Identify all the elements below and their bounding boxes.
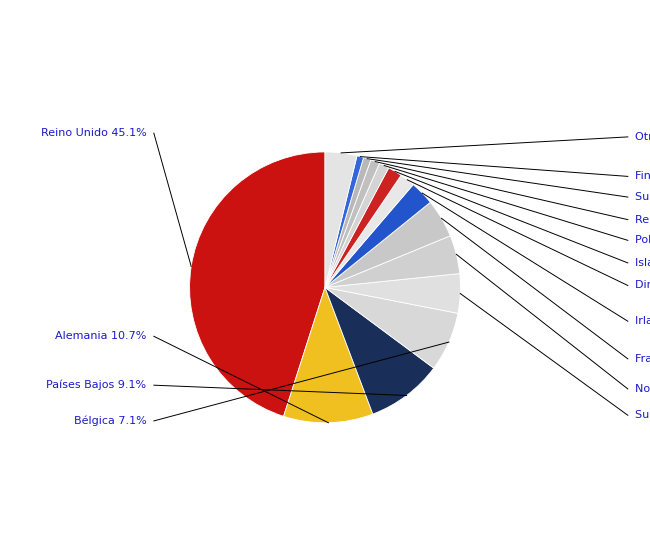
Text: Francia 4.6%: Francia 4.6% [635,354,650,364]
Wedge shape [325,160,380,287]
Text: Alemania 10.7%: Alemania 10.7% [55,331,146,342]
Wedge shape [190,152,325,416]
Text: República Checa 1.1%: República Checa 1.1% [635,214,650,225]
Wedge shape [325,185,430,287]
Wedge shape [325,287,434,414]
Text: Suecia 4.7%: Suecia 4.7% [635,410,650,420]
Text: Países Bajos 9.1%: Países Bajos 9.1% [46,380,146,390]
Wedge shape [325,273,460,314]
Text: Dinamarca 1.8%: Dinamarca 1.8% [635,280,650,290]
Text: Bélgica 7.1%: Bélgica 7.1% [73,416,146,426]
Wedge shape [325,168,401,287]
Wedge shape [325,236,460,287]
Wedge shape [283,287,373,423]
Text: Reino Unido 45.1%: Reino Unido 45.1% [40,128,146,138]
Wedge shape [325,287,458,368]
Text: http://www.foro-ciudad.com: http://www.foro-ciudad.com [406,530,569,543]
Wedge shape [325,175,413,287]
Text: Suiza 0.9%: Suiza 0.9% [635,192,650,202]
Text: San Fulgencio - Turistas extranjeros según país - Abril de 2024: San Fulgencio - Turistas extranjeros seg… [86,18,564,34]
Text: Polonia 1.2%: Polonia 1.2% [635,235,650,245]
Text: Finlandia 0.8%: Finlandia 0.8% [635,172,650,182]
Wedge shape [325,202,450,287]
Text: Irlanda 2.9%: Irlanda 2.9% [635,316,650,326]
Wedge shape [325,152,357,287]
Text: Noruega 4.6%: Noruega 4.6% [635,384,650,394]
Text: Otros 3.8%: Otros 3.8% [635,132,650,142]
Text: Islandia 1.7%: Islandia 1.7% [635,258,650,268]
Wedge shape [325,163,389,287]
Wedge shape [325,156,363,287]
Wedge shape [325,157,371,287]
